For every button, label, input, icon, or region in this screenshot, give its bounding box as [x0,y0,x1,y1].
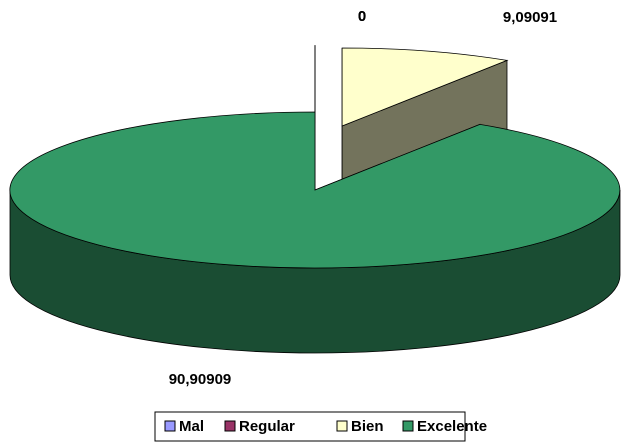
pie-slice [341,47,509,127]
legend-swatch [402,420,414,432]
legend-swatch [336,420,348,432]
data-label: 0 [358,8,366,25]
pie-slice [9,111,621,269]
legend-label: Regular [239,418,295,435]
legend-label: Excelente [417,418,487,435]
data-label: 9,09091 [503,9,557,26]
data-label: 0 [358,8,366,25]
legend-label: Bien [351,418,384,435]
legend-swatch [164,420,176,432]
data-label: 90,90909 [169,371,232,388]
legend-label: Mal [179,418,204,435]
legend-swatch [224,420,236,432]
